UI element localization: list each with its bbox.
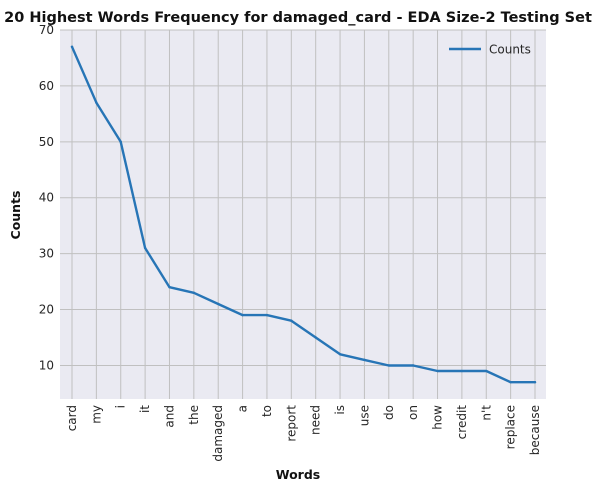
x-tick-label: how bbox=[431, 405, 445, 430]
x-tick-label: need bbox=[309, 405, 323, 435]
data-point bbox=[314, 336, 317, 339]
data-point bbox=[363, 358, 366, 362]
data-point bbox=[509, 381, 512, 384]
x-axis-ticks: card my i it and the damaged a to report need is use… bbox=[65, 405, 542, 462]
data-point bbox=[290, 319, 293, 322]
data-point bbox=[95, 101, 98, 104]
data-point bbox=[460, 369, 464, 373]
x-tick-label: a bbox=[236, 405, 250, 412]
x-tick-label: n't bbox=[479, 405, 493, 421]
data-point bbox=[338, 353, 342, 356]
y-tick-label: 20 bbox=[39, 303, 54, 317]
grid-lines bbox=[60, 29, 546, 399]
x-tick-label: the bbox=[187, 405, 201, 425]
series-line-counts bbox=[70, 45, 537, 384]
x-tick-label: is bbox=[333, 405, 347, 415]
x-tick-label: card bbox=[65, 405, 79, 431]
x-tick-label: because bbox=[528, 405, 542, 455]
data-point bbox=[265, 313, 269, 317]
data-point bbox=[387, 364, 390, 367]
data-point bbox=[217, 302, 220, 306]
legend-label: Counts bbox=[489, 43, 531, 57]
data-point bbox=[485, 369, 488, 373]
x-tick-label: use bbox=[357, 405, 371, 426]
y-axis-label: Counts bbox=[8, 191, 23, 240]
data-point bbox=[411, 364, 415, 367]
legend: Counts bbox=[449, 43, 531, 57]
y-tick-label: 50 bbox=[39, 135, 54, 149]
y-tick-label: 10 bbox=[39, 358, 54, 372]
data-point bbox=[436, 369, 439, 373]
x-tick-label: my bbox=[89, 405, 103, 424]
x-axis-label: Words bbox=[276, 467, 320, 482]
data-point bbox=[143, 246, 147, 250]
x-tick-label: credit bbox=[455, 405, 469, 440]
y-axis-ticks: 10 20 30 40 50 60 70 bbox=[39, 23, 54, 372]
data-point bbox=[241, 313, 244, 317]
series-layer bbox=[70, 45, 537, 384]
x-tick-label: to bbox=[260, 405, 274, 417]
x-tick-label: it bbox=[138, 405, 152, 413]
x-tick-label: do bbox=[382, 405, 396, 420]
data-point bbox=[70, 45, 74, 48]
plot-area bbox=[60, 30, 546, 399]
data-point bbox=[119, 140, 122, 144]
data-point bbox=[168, 285, 171, 289]
chart-title: 20 Highest Words Frequency for damaged_c… bbox=[4, 10, 592, 26]
data-point bbox=[192, 291, 196, 294]
x-tick-label: damaged bbox=[211, 405, 225, 462]
x-tick-label: i bbox=[114, 405, 128, 408]
y-tick-label: 40 bbox=[39, 191, 54, 205]
data-point bbox=[533, 381, 537, 384]
y-tick-label: 70 bbox=[39, 23, 54, 37]
x-tick-label: on bbox=[406, 405, 420, 420]
y-tick-label: 60 bbox=[39, 79, 54, 93]
x-tick-label: and bbox=[162, 405, 176, 428]
x-tick-label: replace bbox=[504, 405, 518, 449]
x-tick-label: report bbox=[284, 405, 298, 442]
y-tick-label: 30 bbox=[39, 247, 54, 261]
